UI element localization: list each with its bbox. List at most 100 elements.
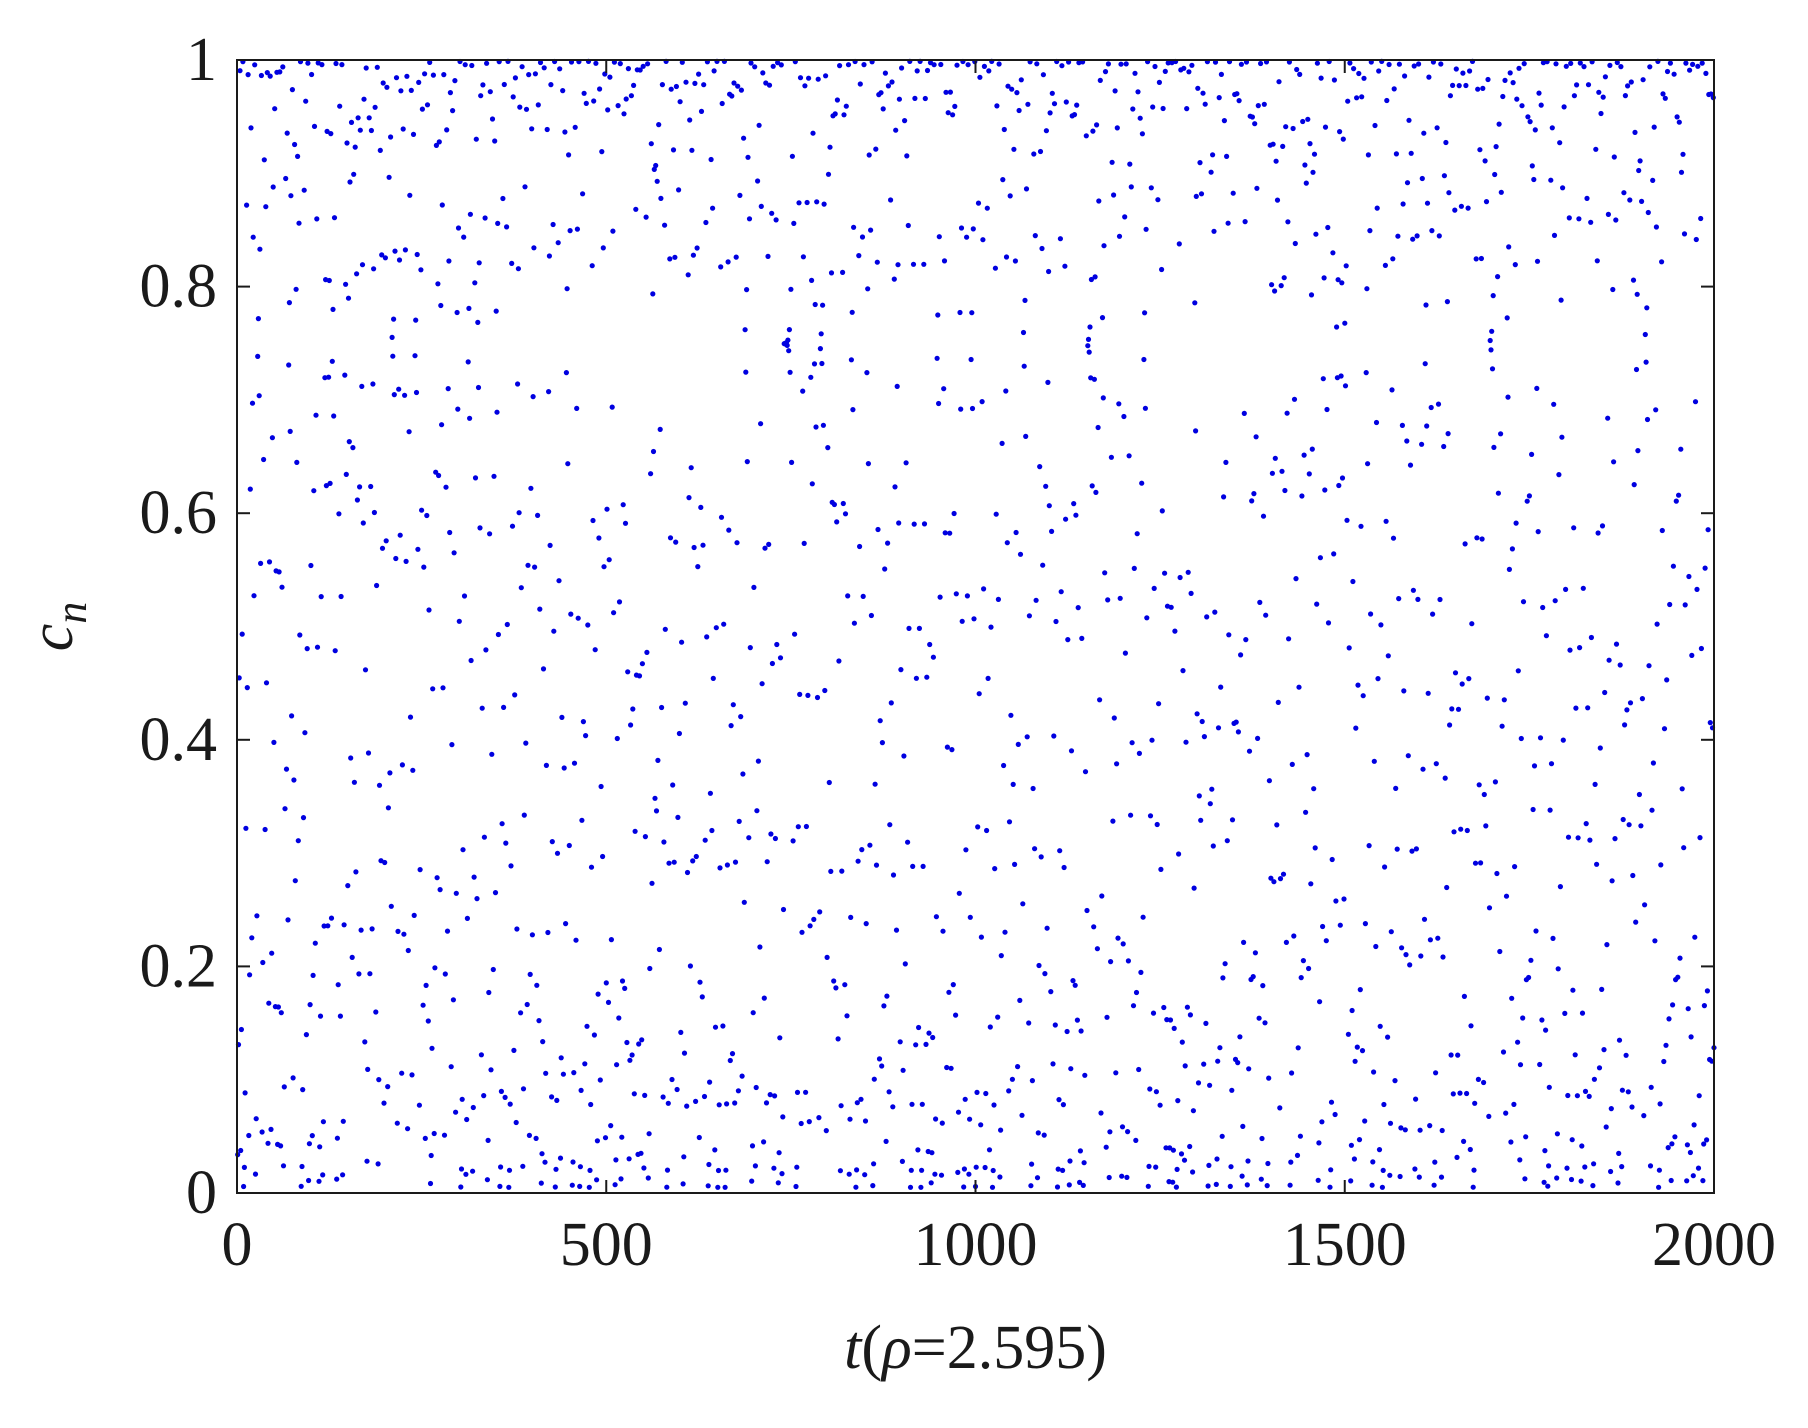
data-point [392, 248, 398, 254]
data-point [470, 1104, 476, 1111]
data-point [1098, 1110, 1104, 1116]
data-point [1216, 95, 1222, 101]
data-point [444, 127, 450, 133]
data-point [1353, 725, 1359, 731]
data-point [636, 673, 643, 679]
data-point [1564, 1165, 1570, 1171]
data-point [871, 1076, 877, 1082]
data-point [1117, 595, 1123, 601]
data-point [1579, 1143, 1585, 1149]
data-point [1393, 785, 1399, 792]
data-point [666, 860, 672, 866]
data-point [1489, 328, 1495, 334]
data-point [1210, 152, 1216, 158]
data-point [282, 806, 288, 812]
data-point [577, 1164, 584, 1170]
data-point [1009, 86, 1015, 92]
data-point [1450, 82, 1456, 88]
data-point [1110, 818, 1116, 824]
data-point [335, 982, 341, 988]
data-point [488, 1067, 494, 1073]
data-point [984, 205, 990, 211]
data-point [1695, 1165, 1702, 1171]
data-point [1390, 256, 1396, 262]
data-point [1322, 124, 1329, 130]
data-point [1099, 315, 1106, 321]
data-point [301, 187, 307, 193]
data-point [827, 144, 833, 150]
data-point [707, 1079, 713, 1085]
data-point [535, 512, 541, 519]
data-point [888, 197, 894, 203]
data-point [885, 83, 892, 89]
data-point [464, 1116, 470, 1123]
data-point [1052, 1022, 1058, 1028]
data-point [1594, 861, 1600, 867]
data-point [510, 94, 516, 100]
data-point [695, 564, 701, 570]
data-point [1401, 688, 1407, 694]
data-point [447, 529, 453, 536]
data-point [913, 1042, 919, 1048]
data-point [724, 1101, 730, 1107]
data-point [1644, 305, 1650, 311]
data-point [1180, 668, 1186, 674]
data-point [1184, 106, 1190, 112]
data-point [296, 220, 302, 226]
data-point [1651, 124, 1657, 130]
data-point [1365, 461, 1371, 467]
data-point [735, 1088, 742, 1094]
data-point [735, 83, 741, 89]
data-point [484, 60, 490, 66]
data-point [1348, 1178, 1354, 1184]
data-point [255, 353, 261, 359]
data-point [933, 1116, 939, 1122]
data-point [387, 770, 393, 776]
data-point [547, 542, 553, 549]
data-point [1274, 822, 1280, 828]
data-point [1082, 1072, 1088, 1078]
data-point [712, 1147, 718, 1153]
data-point [1613, 641, 1620, 647]
data-point [718, 264, 724, 270]
data-point [1641, 1113, 1647, 1119]
data-point [269, 950, 275, 956]
data-point [1445, 431, 1451, 437]
data-point [1197, 160, 1203, 166]
data-point [321, 923, 327, 929]
data-point [1044, 925, 1050, 931]
data-point [1191, 885, 1197, 891]
data-point [1006, 819, 1013, 825]
data-point [1516, 65, 1522, 71]
data-point [1661, 1058, 1667, 1065]
data-point [975, 200, 982, 206]
data-point [1537, 735, 1544, 741]
data-point [584, 1023, 590, 1029]
data-point [885, 540, 891, 546]
data-point [1557, 884, 1563, 890]
data-point [639, 1037, 645, 1043]
data-point [266, 1000, 272, 1006]
data-point [1003, 254, 1010, 260]
data-point [1348, 1142, 1354, 1148]
data-point [1588, 634, 1594, 641]
data-point [385, 1084, 391, 1090]
data-point [1261, 101, 1267, 107]
data-point [1560, 737, 1566, 743]
data-point [1565, 1092, 1571, 1099]
data-point [1249, 498, 1255, 504]
data-point [902, 961, 908, 967]
data-point [866, 152, 872, 158]
data-point [1359, 94, 1365, 100]
data-point [768, 831, 774, 837]
data-point [1026, 613, 1032, 619]
data-point [690, 858, 696, 864]
data-point [927, 641, 933, 648]
data-point [1410, 236, 1416, 242]
data-point [740, 771, 746, 777]
data-point [398, 88, 404, 94]
data-point [1046, 503, 1052, 509]
data-point [787, 369, 793, 375]
data-point [1063, 99, 1069, 105]
data-point [1105, 61, 1111, 67]
